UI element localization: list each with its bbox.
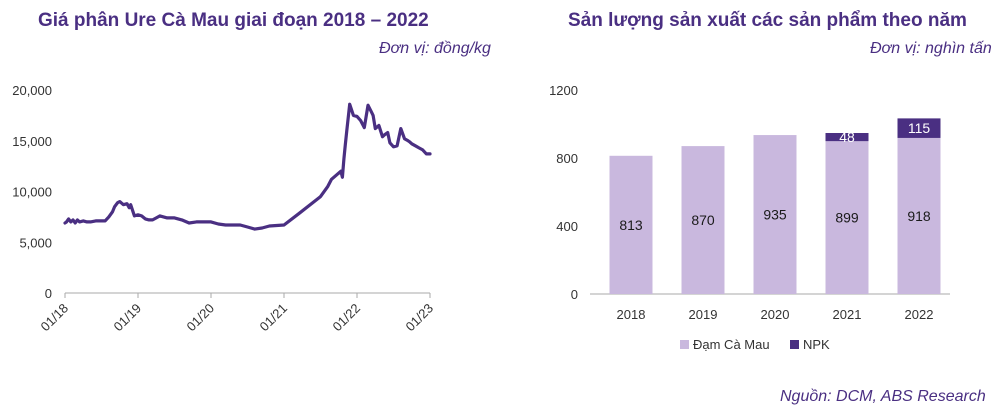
x-tick-label: 2018	[617, 307, 646, 322]
legend-label-dam: Đạm Cà Mau	[693, 337, 770, 352]
bar-npk	[825, 133, 869, 142]
x-tick-label: 01/21	[257, 301, 291, 335]
line-chart: 0 5,000 10,000 15,000 20,000 01/18 01/19 01/20 0…	[12, 83, 437, 335]
bar-npk	[897, 118, 941, 138]
source-note: Nguồn: DCM, ABS Research	[780, 388, 986, 405]
y-tick-label: 20,000	[12, 83, 52, 98]
bar-value-label-dam: 935	[763, 207, 787, 223]
x-tick-label: 01/23	[403, 301, 437, 335]
bar-dam-ca-mau	[897, 137, 941, 294]
x-tick-label: 2019	[689, 307, 718, 322]
x-tick-label: 2022	[905, 307, 934, 322]
legend-label-npk: NPK	[803, 337, 830, 352]
y-tick-label: 800	[556, 151, 578, 166]
bar-chart: 0 400 800 1200 813 2018 870 2019 935 2020 899 48 202…	[549, 83, 950, 352]
x-tick-label: 01/22	[330, 301, 364, 335]
line-chart-unit: Đơn vị: đồng/kg	[379, 40, 491, 57]
x-tick-label: 01/20	[184, 301, 218, 335]
y-tick-label: 1200	[549, 83, 578, 98]
bar-chart-title: Sản lượng sản xuất các sản phẩm theo năm	[568, 10, 967, 31]
bar-dam-ca-mau	[609, 155, 653, 294]
y-tick-label: 0	[45, 286, 52, 301]
x-tick-label: 01/18	[38, 301, 72, 335]
y-tick-label: 400	[556, 219, 578, 234]
bar-value-label-npk: 48	[839, 129, 855, 145]
bar-value-label-dam: 813	[619, 217, 643, 233]
bar-value-label-npk: 115	[908, 120, 931, 136]
y-tick-label: 10,000	[12, 185, 52, 200]
bar-value-label-dam: 899	[835, 210, 859, 226]
bar-dam-ca-mau	[825, 141, 869, 294]
legend-swatch-dam	[680, 340, 689, 349]
y-tick-label: 15,000	[12, 134, 52, 149]
y-tick-label: 5,000	[19, 235, 52, 250]
bar-dam-ca-mau	[681, 146, 725, 294]
legend-swatch-npk	[790, 340, 799, 349]
x-tick-label: 01/19	[111, 301, 145, 335]
bar-value-label-dam: 918	[907, 208, 931, 224]
x-tick-label: 2021	[833, 307, 862, 322]
ure-price-line	[63, 102, 432, 231]
line-chart-title: Giá phân Ure Cà Mau giai đoạn 2018 – 202…	[38, 10, 429, 31]
y-tick-label: 0	[571, 287, 578, 302]
bar-value-label-dam: 870	[691, 212, 715, 228]
bar-dam-ca-mau	[753, 135, 797, 294]
x-tick-label: 2020	[761, 307, 790, 322]
bar-chart-unit: Đơn vị: nghìn tấn	[870, 40, 992, 57]
